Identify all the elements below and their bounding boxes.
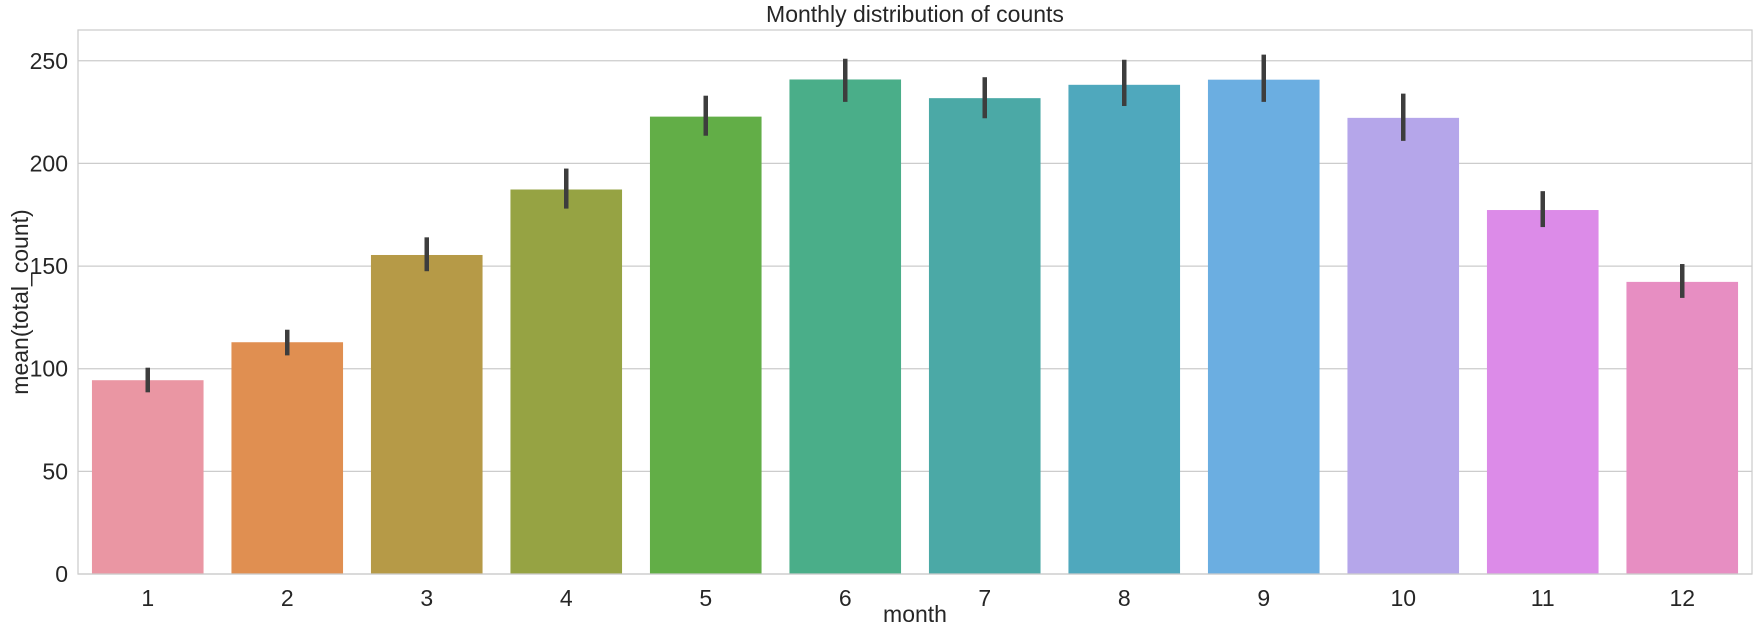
- bar-month-10: [1347, 117, 1460, 574]
- error-bars-layer: [145, 54, 1685, 393]
- x-tick-label: 2: [281, 585, 294, 611]
- bar-month-8: [1068, 84, 1181, 574]
- x-tick-label: 9: [1257, 585, 1270, 611]
- bar-month-12: [1626, 281, 1739, 574]
- x-tick-label: 5: [699, 585, 712, 611]
- y-tick-labels: 0 50 100 150 200 250: [30, 48, 68, 587]
- bar-month-3: [370, 254, 483, 575]
- bar-month-7: [928, 98, 1041, 574]
- bars-layer: [91, 79, 1739, 575]
- x-tick-label: 10: [1390, 585, 1416, 611]
- bar-month-6: [789, 79, 902, 574]
- y-tick-label: 0: [55, 561, 68, 587]
- x-tick-label: 3: [420, 585, 433, 611]
- chart-title: Monthly distribution of counts: [766, 1, 1064, 27]
- bar-month-1: [91, 380, 204, 574]
- plot-frame: [77, 29, 1753, 575]
- x-tick-label: 12: [1669, 585, 1695, 611]
- bar-month-11: [1486, 210, 1599, 574]
- bar-month-4: [510, 189, 623, 575]
- x-tick-label: 7: [978, 585, 991, 611]
- x-tick-label: 8: [1118, 585, 1131, 611]
- x-axis-label: month: [883, 601, 947, 627]
- x-tick-labels: 1 2 3 4 5 6 7 8 9 10 11 12: [141, 585, 1695, 611]
- bar-month-9: [1207, 79, 1320, 574]
- y-tick-label: 50: [42, 458, 68, 484]
- bar-month-5: [649, 116, 762, 575]
- x-tick-label: 11: [1531, 585, 1555, 611]
- bar-month-2: [231, 342, 344, 574]
- y-tick-label: 150: [30, 253, 68, 279]
- x-tick-label: 1: [141, 585, 154, 611]
- y-axis-label: mean(total_count): [7, 209, 33, 394]
- y-tick-label: 200: [30, 150, 68, 176]
- y-tick-label: 250: [30, 48, 68, 74]
- y-tick-label: 100: [30, 356, 68, 382]
- x-tick-label: 4: [560, 585, 573, 611]
- x-tick-label: 6: [839, 585, 852, 611]
